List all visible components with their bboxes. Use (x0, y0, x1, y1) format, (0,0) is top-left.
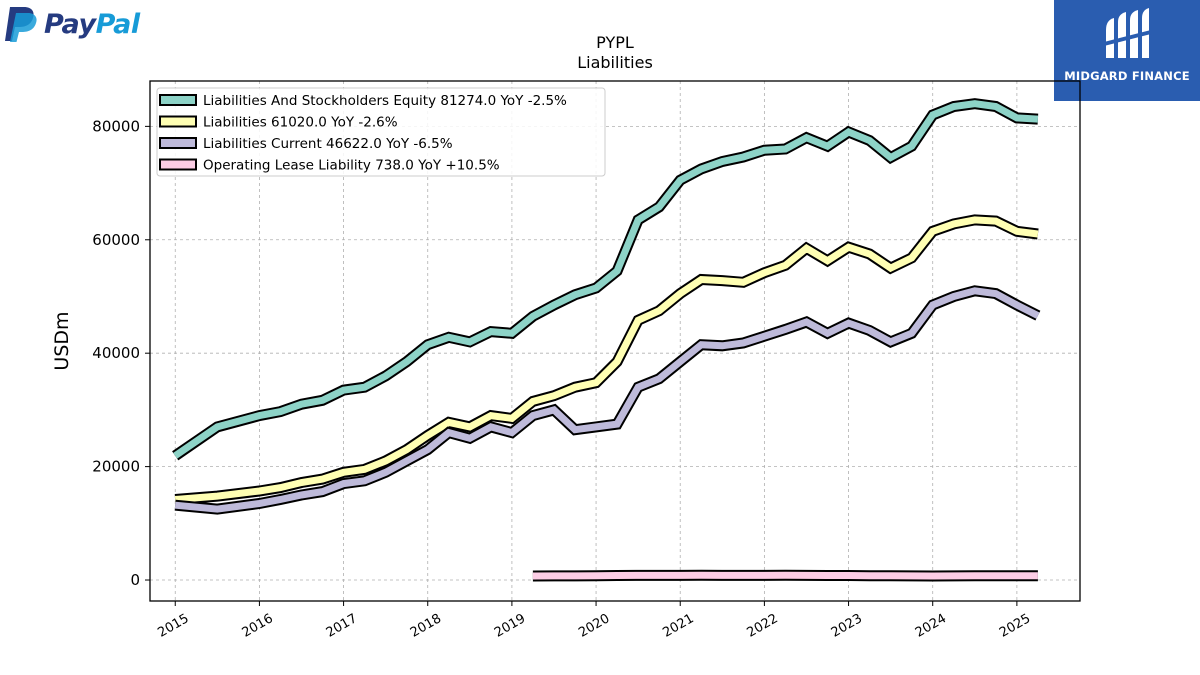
legend-label: Liabilities Current 46622.0 YoY -6.5% (203, 136, 453, 152)
legend: Liabilities And Stockholders Equity 8127… (156, 87, 606, 177)
paypal-pal-text: Pal (95, 8, 141, 40)
legend-swatch (159, 115, 197, 128)
legend-label: Operating Lease Liability 738.0 YoY +10.… (203, 158, 500, 174)
legend-label: Liabilities 61020.0 YoY -2.6% (203, 115, 398, 131)
series-line (174, 216, 1039, 503)
x-tick-label: 2021 (660, 611, 696, 641)
paypal-logo: PayPal (4, 4, 140, 44)
legend-label: Liabilities And Stockholders Equity 8127… (203, 93, 567, 109)
paypal-mark-icon (5, 7, 37, 42)
x-tick-label: 2015 (155, 611, 191, 641)
series-lines (172, 98, 1041, 582)
series-line (174, 287, 1040, 513)
legend-swatch (159, 137, 197, 149)
x-tick-label: 2020 (576, 611, 612, 641)
y-tick-label: 60000 (92, 231, 140, 249)
chart-title: PYPL (596, 33, 634, 52)
y-axis-label: USDm (51, 311, 73, 370)
midgard-finance-logo: MIDGARD FINANCE (1054, 0, 1200, 101)
x-tick-label: 2022 (745, 611, 781, 641)
midgard-finance-text: MIDGARD FINANCE (1064, 69, 1190, 83)
axis-ticks: 2015 2016 2017 2018 2019 2020 2021 2022 2023 2024… (92, 117, 1033, 640)
y-tick-label: 40000 (92, 344, 140, 362)
series-line (173, 100, 1039, 459)
legend-swatch (159, 94, 197, 106)
x-tick-label: 2017 (324, 611, 360, 641)
y-tick-label: 0 (130, 571, 140, 589)
x-tick-label: 2024 (913, 611, 949, 641)
x-tick-label: 2019 (492, 611, 528, 641)
x-tick-label: 2016 (240, 611, 276, 641)
midgard-mark-icon (1104, 8, 1151, 58)
legend-swatch (159, 158, 197, 171)
chart-subtitle: Liabilities (577, 53, 653, 72)
y-tick-label: 80000 (92, 117, 140, 135)
x-tick-label: 2018 (408, 611, 444, 641)
y-tick-label: 20000 (92, 458, 140, 476)
x-tick-label: 2025 (997, 611, 1033, 641)
plot-frame (149, 80, 1081, 602)
series-line (532, 571, 1038, 580)
paypal-pay-text: Pay (44, 8, 96, 40)
paypal-wordmark: PayPal (44, 9, 140, 40)
x-tick-label: 2023 (829, 611, 865, 641)
legend-box (156, 87, 606, 177)
